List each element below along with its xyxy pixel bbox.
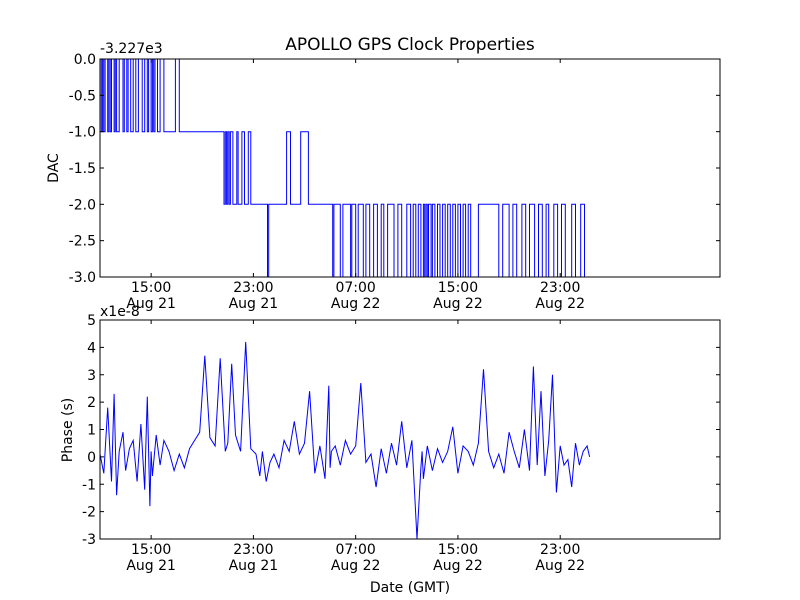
phase-ytick-label: 1 — [87, 423, 96, 439]
phase-xtick-date: Aug 22 — [433, 558, 483, 574]
x-axis-label: Date (GMT) — [370, 580, 450, 596]
dac-xtick-time: 23:00 — [540, 280, 580, 296]
phase-ytick-label: 3 — [87, 368, 96, 384]
phase-xtick-time: 15:00 — [438, 542, 478, 558]
dac-ytick-label: -1.0 — [69, 125, 96, 141]
dac-ylabel: DAC — [46, 153, 62, 183]
phase-ytick-label: 0 — [87, 450, 96, 466]
dac-xtick-time: 07:00 — [335, 280, 375, 296]
phase-ytick-label: -3 — [82, 532, 96, 548]
dac-xtick-date: Aug 22 — [331, 296, 381, 312]
dac-xtick-date: Aug 21 — [126, 296, 176, 312]
phase-xtick-date: Aug 22 — [331, 558, 381, 574]
phase-xtick-time: 23:00 — [233, 542, 273, 558]
phase-xtick-time: 15:00 — [131, 542, 171, 558]
dac-xtick-date: Aug 22 — [433, 296, 483, 312]
phase-ylabel: Phase (s) — [60, 398, 76, 462]
phase-offset-text: x1e-8 — [100, 304, 140, 320]
dac-xtick-date: Aug 22 — [535, 296, 585, 312]
dac-xtick-time: 23:00 — [233, 280, 273, 296]
dac-series-line — [100, 58, 589, 278]
phase-xtick-date: Aug 21 — [126, 558, 176, 574]
phase-ytick-label: 4 — [87, 340, 96, 356]
dac-ytick-label: -3.0 — [69, 270, 96, 286]
chart-title: APOLLO GPS Clock Properties — [285, 35, 535, 55]
dac-ytick-label: -2.0 — [69, 197, 96, 213]
phase-xtick-time: 07:00 — [335, 542, 375, 558]
dac-xtick-date: Aug 21 — [229, 296, 279, 312]
phase-ytick-label: 5 — [87, 313, 96, 329]
dac-ytick-label: -0.5 — [69, 88, 96, 104]
dac-ytick-label: -1.5 — [69, 161, 96, 177]
dac-ytick-label: -2.5 — [69, 234, 96, 250]
phase-xtick-date: Aug 22 — [535, 558, 585, 574]
phase-ytick-label: 2 — [87, 395, 96, 411]
phase-series-line — [99, 341, 591, 540]
phase-xtick-date: Aug 21 — [229, 558, 279, 574]
phase-ytick-label: -1 — [82, 477, 96, 493]
dac-offset-text: -3.227e3 — [100, 41, 163, 57]
dac-xtick-time: 15:00 — [131, 280, 171, 296]
dac-xtick-time: 15:00 — [438, 280, 478, 296]
phase-ytick-label: -2 — [82, 505, 96, 521]
dac-ytick-label: 0.0 — [74, 52, 96, 68]
phase-xtick-time: 23:00 — [540, 542, 580, 558]
